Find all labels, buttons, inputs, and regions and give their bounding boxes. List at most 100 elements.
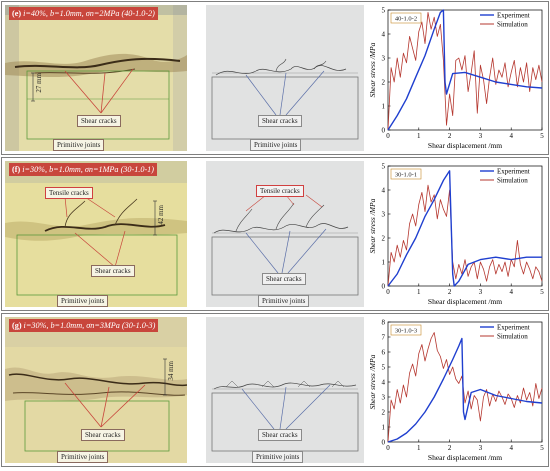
photo-g-drawing [5, 317, 187, 463]
simulation-f: Tensile cracks Shear cracks Primitive jo… [206, 161, 364, 307]
plot-frame [387, 165, 543, 287]
y-tick-label: 1 [382, 423, 386, 431]
plot-e: 0 1 2 3 4 5 0 1 2 3 4 5 Shear displacement /mm Shear … [368, 2, 548, 154]
x-tick-label: 3 [479, 288, 483, 296]
sample-tag-text: 30-1.0-1 [395, 172, 417, 179]
y-tick-label: 2 [382, 78, 386, 86]
y-tick-label: 1 [382, 102, 386, 110]
photo-e-drawing [5, 5, 187, 151]
sim-primitive-joints-tag-g: Primitive joints [252, 451, 304, 463]
sample-tag: 30-1.0-3 [390, 324, 422, 336]
sample-tag-text: 30-1.0-3 [395, 328, 417, 335]
chart-f: 0 1 2 3 4 5 0 1 2 3 4 5 Shear displacement /mm Shear … [368, 162, 544, 306]
photo-f-drawing [5, 161, 187, 307]
x-axis-label: Shear displacement /mm [428, 141, 502, 150]
y-tick-label: 3 [382, 393, 386, 401]
series-simulation-line [387, 11, 543, 131]
x-tick-label: 4 [509, 288, 513, 296]
x-tick-label: 2 [448, 288, 452, 296]
x-tick-label: 0 [386, 288, 390, 296]
simulation-g: Shear cracks Primitive joints [206, 317, 364, 463]
tensile-cracks-tag-f: Tensile cracks [45, 187, 93, 199]
x-tick-label: 2 [448, 132, 452, 140]
legend-label: Simulation [497, 176, 528, 184]
x-tick-label: 1 [417, 288, 421, 296]
x-tick-label: 1 [417, 444, 421, 452]
simulation-e-drawing [211, 58, 359, 140]
x-tick-label: 3 [479, 132, 483, 140]
primitive-joints-tag-f: Primitive joints [57, 295, 109, 307]
sample-tag-text: 40-1.0-2 [395, 16, 417, 23]
legend-label: Experiment [497, 11, 530, 19]
y-tick-label: 4 [382, 378, 386, 386]
x-tick-label: 0 [386, 132, 390, 140]
x-tick-label: 5 [540, 444, 544, 452]
series-experiment-line [387, 9, 543, 131]
y-tick-label: 3 [382, 210, 386, 218]
chart-g: 0 1 2 3 4 5 0 1 2 3 4 5 6 7 8 Shear displacement /mm She… [368, 318, 544, 462]
x-tick-label: 4 [509, 132, 513, 140]
y-tick-label: 6 [382, 348, 386, 356]
y-tick-label: 1 [382, 258, 386, 266]
primitive-joints-tag-e: Primitive joints [53, 139, 105, 151]
sim-shear-cracks-tag-e: Shear cracks [258, 115, 302, 127]
condition-f: (f) i=30%, b=1.0mm, σn=1MPa (30-1.0-1) [9, 163, 157, 176]
y-tick-label: 5 [382, 6, 386, 14]
legend-label: Experiment [497, 323, 530, 331]
y-tick-label: 3 [382, 54, 386, 62]
y-tick-label: 7 [382, 333, 386, 341]
y-tick-label: 4 [382, 30, 386, 38]
y-tick-label: 2 [382, 408, 386, 416]
shear-cracks-tag-f: Shear cracks [91, 265, 135, 277]
x-tick-label: 0 [386, 444, 390, 452]
y-axis-label: Shear stress /MPa [368, 198, 377, 253]
sim-shear-cracks-tag-g: Shear cracks [258, 429, 302, 441]
y-tick-label: 2 [382, 234, 386, 242]
simulation-f-drawing [211, 194, 359, 296]
y-tick-label: 8 [382, 318, 386, 326]
photo-f: (f) i=30%, b=1.0mm, σn=1MPa (30-1.0-1) Te… [5, 161, 187, 307]
condition-g: (g) i=30%, b=1.0mm, σn=3MPa (30-1.0-3) [9, 319, 159, 332]
x-axis-label: Shear displacement /mm [428, 297, 502, 306]
x-tick-label: 5 [540, 132, 544, 140]
condition-e: (e) i=40%, b=1.0mm, σn=2MPa (40-1.0-2) [9, 7, 158, 20]
y-axis-label: Shear stress /MPa [368, 354, 377, 409]
sim-primitive-joints-tag-e: Primitive joints [250, 139, 302, 151]
plot-frame [387, 9, 543, 131]
series-experiment-line [387, 170, 542, 287]
primitive-joints-tag-g: Primitive joints [57, 451, 109, 463]
spacing-label-g: 34 mm [167, 361, 175, 381]
plot-f: 0 1 2 3 4 5 0 1 2 3 4 5 Shear displacement /mm Shear … [368, 158, 548, 310]
series-simulation-line [387, 184, 543, 287]
legend-label: Simulation [497, 332, 528, 340]
spacing-label-f: 42 mm [157, 205, 165, 225]
x-tick-label: 2 [448, 444, 452, 452]
photo-e: (e) i=40%, b=1.0mm, σn=2MPa (40-1.0-2) 27… [5, 5, 187, 151]
chart-e: 0 1 2 3 4 5 0 1 2 3 4 5 Shear displacement /mm Shear … [368, 6, 544, 150]
y-tick-label: 5 [382, 162, 386, 170]
simulation-g-drawing [211, 380, 359, 452]
series-experiment-line [387, 337, 543, 443]
row-g: (g) i=30%, b=1.0mm, σn=3MPa (30-1.0-3) 34… [1, 313, 549, 467]
sim-primitive-joints-tag-f: Primitive joints [258, 295, 310, 307]
legend-label: Simulation [497, 20, 528, 28]
spacing-label-e: 27 mm [35, 73, 43, 93]
y-tick-label: 0 [382, 438, 386, 446]
x-tick-label: 1 [417, 132, 421, 140]
sample-tag: 30-1.0-1 [390, 168, 422, 180]
x-tick-label: 4 [509, 444, 513, 452]
shear-cracks-tag-g: Shear cracks [81, 429, 125, 441]
plot-frame [387, 321, 543, 443]
sample-tag: 40-1.0-2 [390, 12, 422, 24]
sim-shear-cracks-tag-f: Shear cracks [262, 273, 306, 285]
sim-tensile-cracks-tag-f: Tensile cracks [256, 185, 304, 197]
row-f: (f) i=30%, b=1.0mm, σn=1MPa (30-1.0-1) Te… [1, 157, 549, 311]
legend-label: Experiment [497, 167, 530, 175]
y-tick-label: 0 [382, 126, 386, 134]
shear-cracks-tag-e: Shear cracks [77, 115, 121, 127]
row-e: (e) i=40%, b=1.0mm, σn=2MPa (40-1.0-2) 27… [1, 1, 549, 155]
x-axis-label: Shear displacement /mm [428, 453, 502, 462]
y-tick-label: 4 [382, 186, 386, 194]
y-axis-label: Shear stress /MPa [368, 42, 377, 97]
